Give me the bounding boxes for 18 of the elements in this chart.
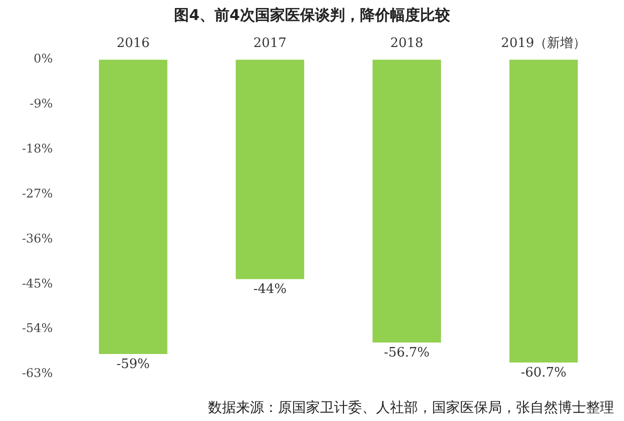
data-label: -60.7% xyxy=(520,365,566,380)
y-tick-label: -63% xyxy=(22,366,53,380)
y-tick-label: -27% xyxy=(22,186,53,200)
y-tick-label: -36% xyxy=(22,231,53,246)
y-tick-label: -18% xyxy=(22,142,53,156)
source-note: 数据来源：原国家卫计委、人社部，国家医保局，张自然博士整理 xyxy=(208,399,614,417)
x-tick-label: 2019（新增） xyxy=(501,36,586,52)
data-label: -44% xyxy=(253,282,287,298)
x-tick-label: 2016 xyxy=(116,36,150,52)
y-tick-label: 0% xyxy=(34,52,53,66)
x-tick-label: 2017 xyxy=(253,36,286,52)
data-label: -59% xyxy=(116,356,150,372)
y-tick-label: -9% xyxy=(30,96,53,111)
y-tick-label: -54% xyxy=(22,321,53,336)
y-tick-label: -45% xyxy=(22,276,53,290)
chart-title: 图4、前4次国家医保谈判，降价幅度比较 xyxy=(173,6,451,25)
x-tick-label: 2018 xyxy=(390,36,424,52)
data-label: -56.7% xyxy=(384,345,430,360)
